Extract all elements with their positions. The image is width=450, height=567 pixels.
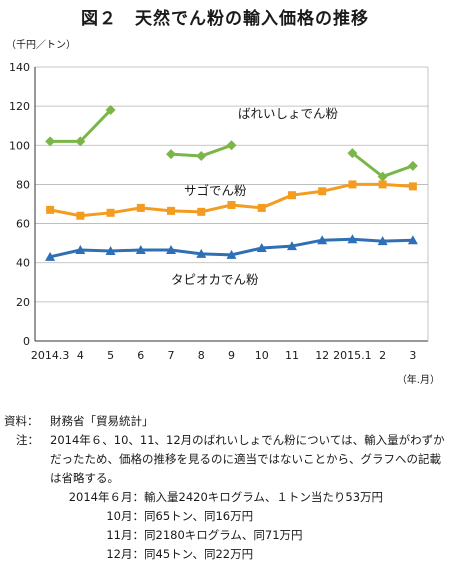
detail-text: 同45トン、同22万円 xyxy=(144,547,254,561)
x-tick-label: 9 xyxy=(228,349,235,362)
data-point-marker xyxy=(347,234,358,244)
data-point-marker xyxy=(76,211,85,220)
y-tick-label: 20 xyxy=(16,296,30,309)
chart-title: 図２ 天然でん粉の輸入価格の推移 xyxy=(81,9,369,29)
data-point-marker xyxy=(377,171,388,182)
x-tick-label: 2015.1 xyxy=(333,349,372,362)
x-tick-label: 10 xyxy=(255,349,269,362)
x-tick-label: 12 xyxy=(315,349,329,362)
data-point-marker xyxy=(196,151,207,162)
series-label: ばれいしょでん粉 xyxy=(238,106,339,121)
y-tick-label: 120 xyxy=(9,100,30,113)
data-point-marker xyxy=(378,180,387,189)
y-tick-label: 100 xyxy=(9,139,30,152)
data-point-marker xyxy=(226,249,237,259)
data-point-marker xyxy=(286,241,297,251)
source-label: 資料： xyxy=(4,414,39,428)
data-point-marker xyxy=(408,182,417,191)
x-axis-unit-label: （年.月） xyxy=(396,375,440,386)
data-point-marker xyxy=(166,244,177,254)
data-point-marker xyxy=(75,136,86,147)
detail-text: 同65トン、同16万円 xyxy=(144,509,254,523)
x-tick-label: 4 xyxy=(77,349,84,362)
y-tick-label: 0 xyxy=(23,335,30,348)
x-tick-label: 5 xyxy=(107,349,114,362)
data-point-marker xyxy=(318,187,327,196)
data-point-marker xyxy=(136,203,145,212)
data-point-marker xyxy=(106,208,115,217)
x-tick-label: 3 xyxy=(409,349,416,362)
data-point-marker xyxy=(347,148,358,159)
detail-text: 輸入量2420キログラム、１トン当たり53万円 xyxy=(144,490,384,504)
detail-date: 10月： xyxy=(106,509,144,523)
data-point-marker xyxy=(377,236,388,246)
series-label: サゴでん粉 xyxy=(184,183,247,198)
note-label: 注： xyxy=(16,433,39,447)
detail-text: 同2180キログラム、同71万円 xyxy=(144,528,303,542)
detail-date: 11月： xyxy=(106,528,144,542)
y-axis-unit-label: （千円／トン） xyxy=(6,40,76,51)
data-point-marker xyxy=(407,160,418,171)
line-chart: 0 20 40 60 80 100 120 140 2014.3 4 5 6 7 8 9 10 11 12 2015… xyxy=(9,61,429,362)
data-point-marker xyxy=(45,251,56,261)
data-point-marker xyxy=(287,191,296,200)
x-tick-label: 8 xyxy=(198,349,205,362)
detail-date: 2014年６月： xyxy=(68,490,144,504)
data-point-marker xyxy=(75,244,86,254)
detail-date: 12月： xyxy=(106,547,144,561)
series-label: タピオカでん粉 xyxy=(171,272,259,287)
data-point-marker xyxy=(45,136,56,147)
y-tick-label: 60 xyxy=(16,218,30,231)
data-point-marker xyxy=(197,207,206,216)
x-tick-label: 2 xyxy=(379,349,386,362)
x-tick-label: 2014.3 xyxy=(31,349,70,362)
data-point-marker xyxy=(407,235,418,245)
x-tick-label: 7 xyxy=(168,349,175,362)
data-point-marker xyxy=(167,206,176,215)
data-point-marker xyxy=(135,244,146,254)
data-point-marker xyxy=(105,105,116,116)
x-tick-label: 11 xyxy=(285,349,299,362)
source-text: 財務省「貿易統計」 xyxy=(50,414,154,428)
y-tick-label: 80 xyxy=(16,178,30,191)
data-point-marker xyxy=(226,140,237,151)
data-point-marker xyxy=(227,200,236,209)
data-point-marker xyxy=(348,180,357,189)
note-text: 2014年６、10、11、12月のばれいしょでん粉については、輸入量がわずかだっ… xyxy=(50,433,445,485)
data-point-marker xyxy=(166,149,177,160)
data-point-marker xyxy=(257,203,266,212)
data-point-marker xyxy=(256,243,267,253)
x-tick-label: 6 xyxy=(137,349,144,362)
y-tick-label: 40 xyxy=(16,257,30,270)
data-point-marker xyxy=(105,245,116,255)
data-point-marker xyxy=(317,235,328,245)
data-point-marker xyxy=(196,248,207,258)
y-tick-label: 140 xyxy=(9,61,30,74)
data-point-marker xyxy=(46,205,55,214)
